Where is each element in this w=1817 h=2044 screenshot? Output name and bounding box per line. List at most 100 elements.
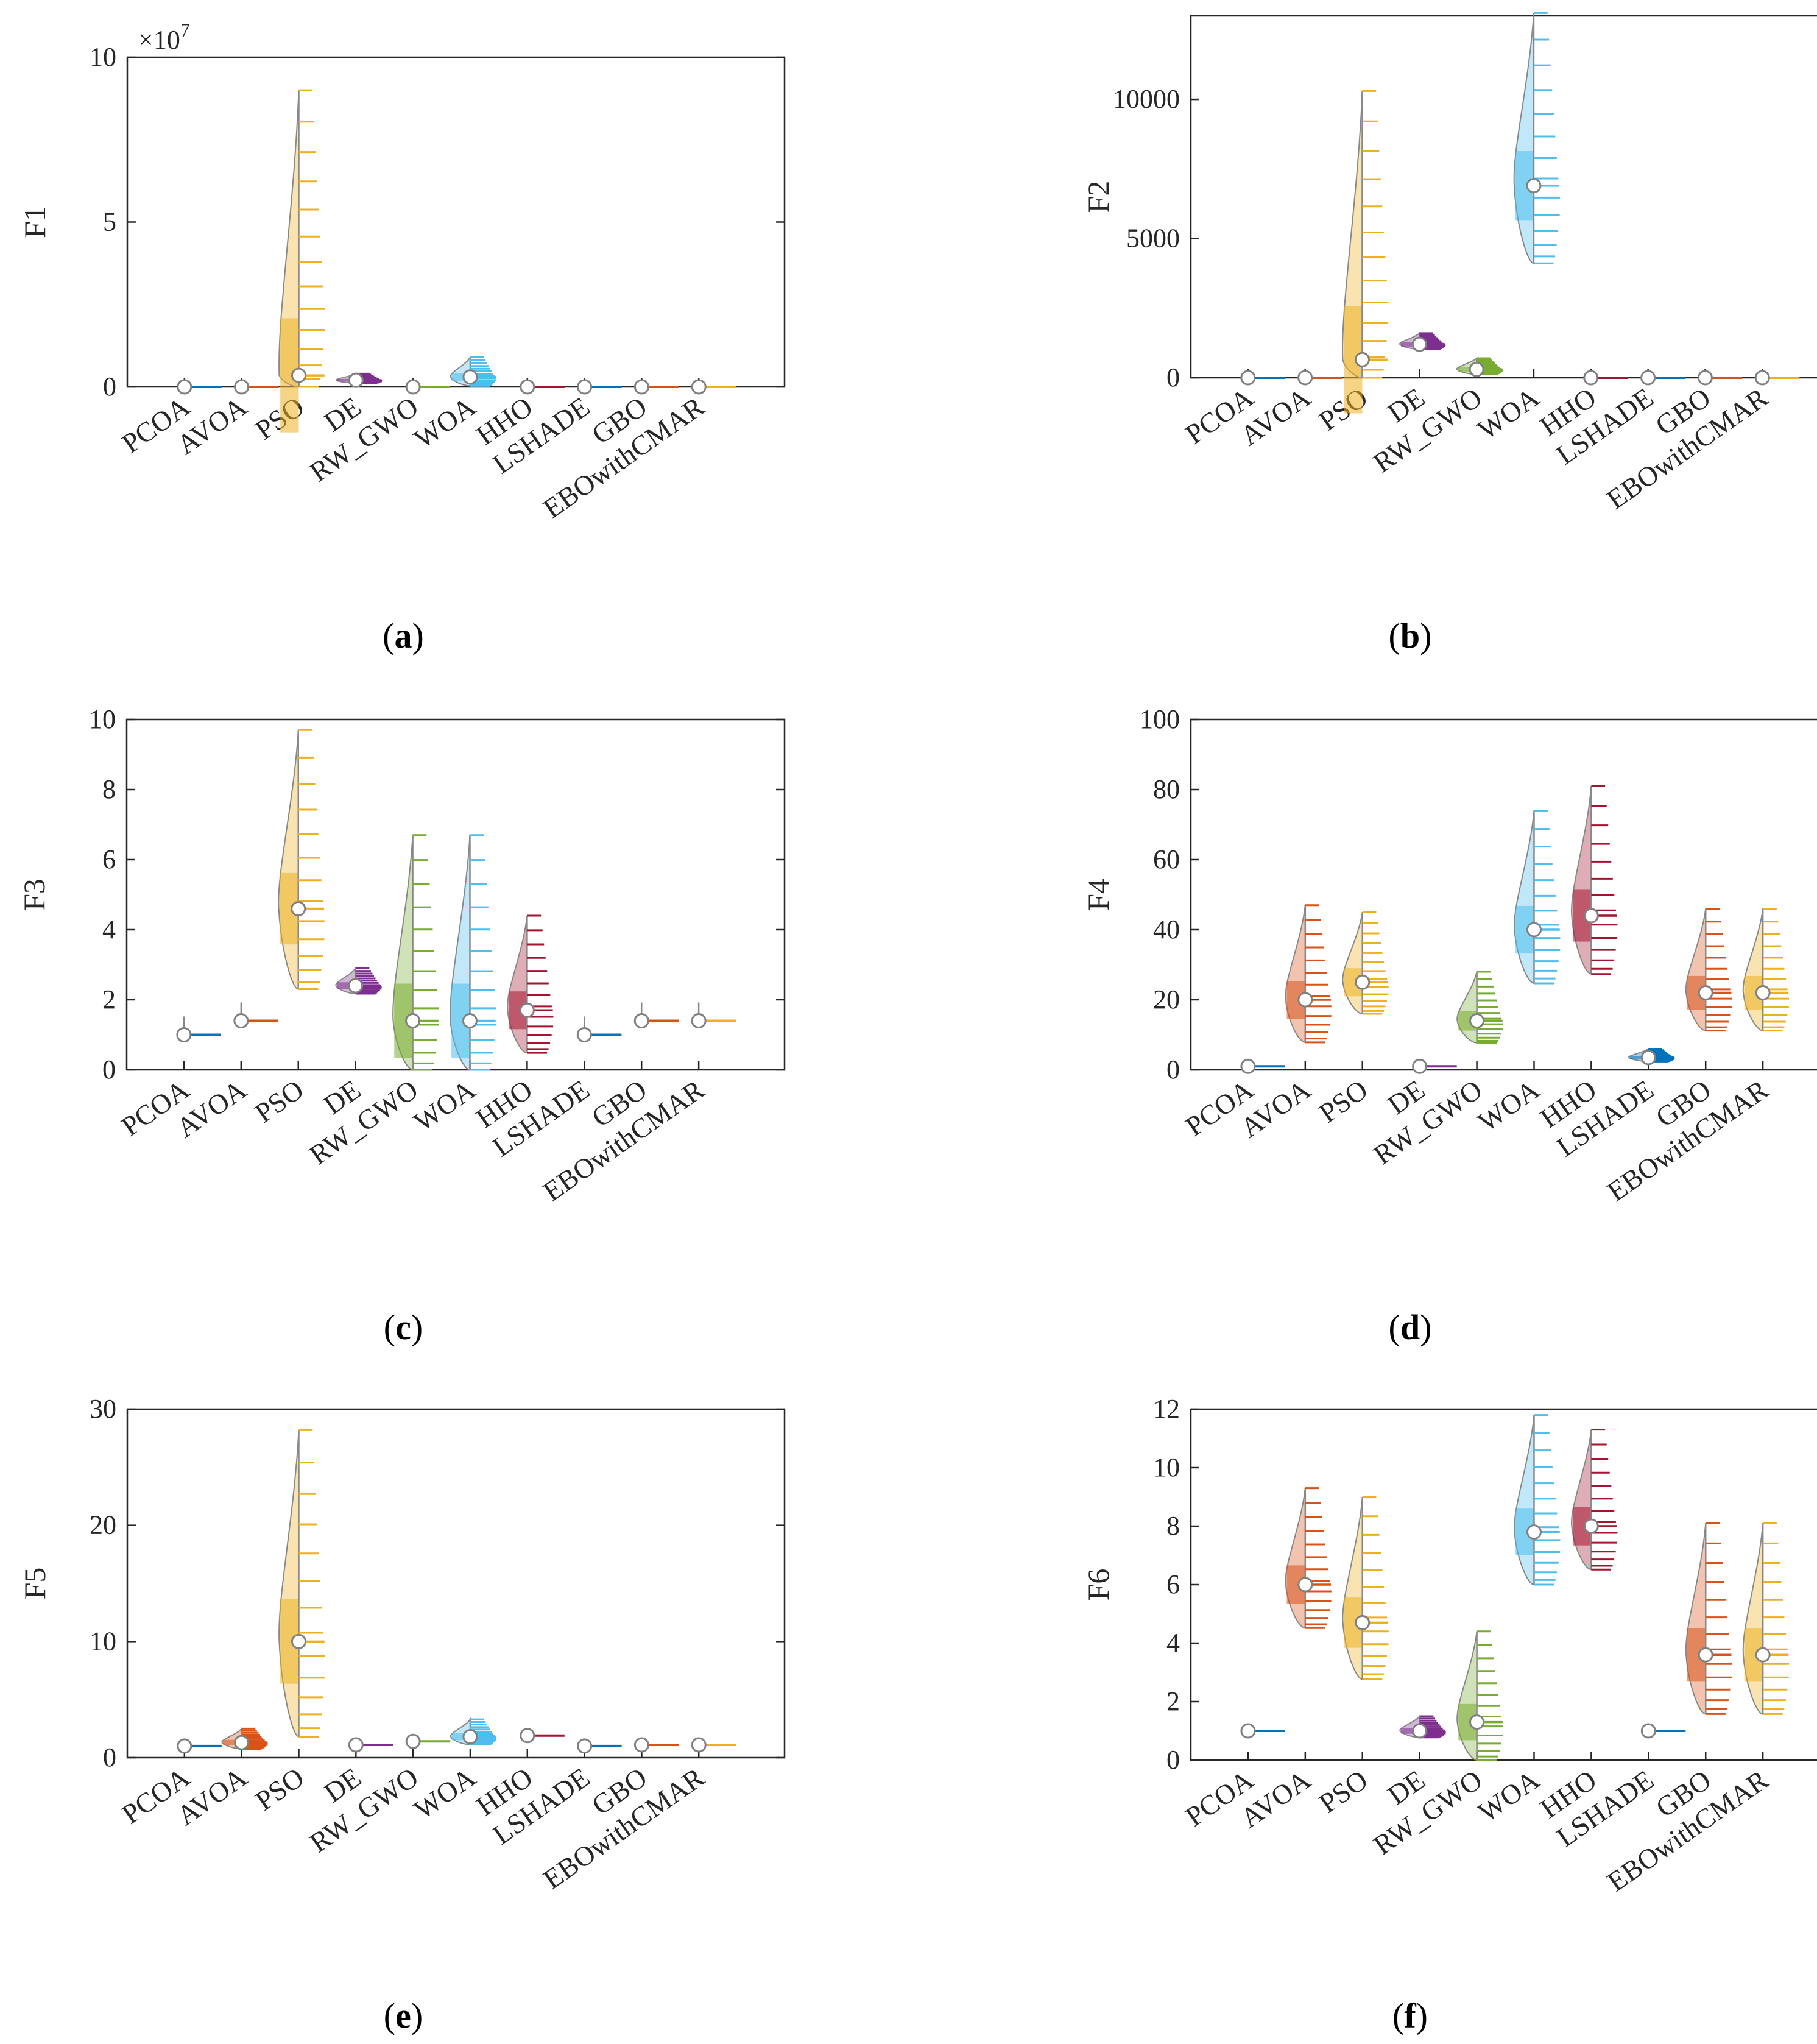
median-marker	[1640, 370, 1656, 386]
y-tick-label: 8	[1166, 1511, 1180, 1541]
median-marker	[405, 1733, 421, 1749]
y-tick-label: 0	[103, 372, 116, 401]
violin-de	[336, 372, 383, 388]
violin-rw-gwo	[392, 834, 439, 1071]
median-marker	[1754, 370, 1770, 386]
y-tick-label: 0	[1166, 1745, 1180, 1775]
y-axis-label: F5	[18, 1568, 52, 1600]
y-axis-label: F4	[1081, 879, 1115, 911]
x-tick-label: WOA	[1472, 1073, 1545, 1137]
violin-gbo	[633, 1737, 679, 1753]
y-axis-label: F1	[18, 206, 52, 238]
y-tick-label: 2	[102, 985, 116, 1014]
violin-de	[335, 966, 382, 995]
violin-rw-gwo	[405, 379, 451, 395]
panel-label-b: (b)	[1388, 616, 1432, 656]
violin-rw-gwo	[405, 1733, 451, 1749]
violin-gbo	[1685, 908, 1732, 1032]
x-tick-label: PSO	[250, 1761, 309, 1816]
violin-gbo	[633, 379, 679, 395]
violin-hho	[1570, 1429, 1618, 1571]
x-tick-label: WOA	[408, 1761, 481, 1825]
plot-frame	[1190, 718, 1817, 1071]
plot-frame	[125, 718, 786, 1071]
y-tick-label: 10000	[1113, 84, 1180, 114]
y-axis-label: F2	[1081, 181, 1115, 213]
violin-lshade	[577, 379, 622, 395]
y-tick-label: 20	[1153, 985, 1180, 1014]
violin-gbo	[1685, 1522, 1732, 1715]
y-tick-label: 10	[1153, 1452, 1180, 1482]
median-marker	[577, 379, 593, 395]
y-tick-label: 10	[90, 42, 116, 72]
violin-ebowithcmar	[1742, 1522, 1790, 1715]
y-tick-label: 0	[102, 1055, 116, 1084]
violin-de	[1399, 1714, 1446, 1739]
x-tick-label: PSO	[1313, 1764, 1373, 1819]
violin-hho	[1570, 785, 1618, 975]
median-marker	[1640, 1050, 1656, 1066]
violin-gbo	[633, 1002, 679, 1028]
x-tick-label: RW_GWO	[1368, 1073, 1488, 1170]
median-marker	[405, 379, 421, 395]
median-marker	[348, 1737, 364, 1753]
plot-frame	[126, 1408, 786, 1759]
y-tick-label: 0	[1166, 362, 1180, 392]
x-tick-label: WOA	[408, 1073, 481, 1137]
violin-de	[1399, 331, 1446, 352]
violin-pso	[278, 89, 325, 433]
violin-hho	[520, 379, 565, 395]
median-marker	[177, 379, 192, 395]
violin-de	[1412, 1058, 1457, 1074]
x-tick-label: RW_GWO	[304, 1761, 424, 1858]
x-tick-label: PSO	[250, 391, 309, 445]
violin-woa	[450, 356, 496, 387]
median-marker	[1469, 361, 1484, 377]
plot-frame	[1190, 1408, 1817, 1761]
median-marker	[1755, 985, 1771, 1000]
y-tick-label: 0	[1166, 1055, 1180, 1084]
x-tick-label: WOA	[1472, 381, 1544, 445]
x-tick-label: PSO	[249, 1073, 309, 1128]
violin-hho	[1583, 370, 1628, 386]
violin-avoa	[221, 1727, 268, 1750]
median-marker	[291, 1633, 306, 1649]
violin-rw-gwo	[1456, 971, 1503, 1044]
y-tick-label: 10	[89, 704, 116, 734]
violin-lshade	[577, 1738, 622, 1754]
median-marker	[519, 1002, 535, 1018]
median-marker	[1469, 1013, 1485, 1028]
median-marker	[291, 367, 306, 383]
median-marker	[1640, 1723, 1656, 1739]
violin-woa	[450, 1717, 496, 1746]
violin-pcoa	[1240, 1723, 1285, 1739]
x-tick-label: RW_GWO	[1367, 381, 1487, 478]
violin-woa	[450, 834, 496, 1071]
median-marker	[633, 1737, 649, 1753]
y-axis-label: F3	[17, 879, 51, 911]
y-tick-label: 5000	[1126, 224, 1180, 253]
violin-hho	[520, 1728, 565, 1744]
violin-avoa	[233, 1002, 278, 1028]
plot-frame	[126, 56, 786, 388]
median-marker	[405, 1013, 421, 1028]
median-marker	[1526, 178, 1542, 194]
median-marker	[234, 379, 250, 395]
violin-woa	[1514, 1414, 1561, 1586]
median-marker	[1583, 1518, 1599, 1534]
median-marker	[1583, 370, 1599, 386]
violin-ebowithcmar	[691, 379, 736, 395]
x-tick-label: RW_GWO	[1368, 1764, 1488, 1861]
y-tick-label: 6	[102, 844, 116, 874]
violin-pcoa	[176, 1016, 221, 1042]
violin-woa	[1513, 12, 1560, 264]
panel-label-f: (f)	[1392, 1996, 1428, 2035]
median-marker	[1354, 352, 1370, 367]
y-tick-label: 20	[90, 1510, 116, 1540]
median-marker	[234, 1735, 250, 1750]
median-marker	[177, 1738, 192, 1754]
